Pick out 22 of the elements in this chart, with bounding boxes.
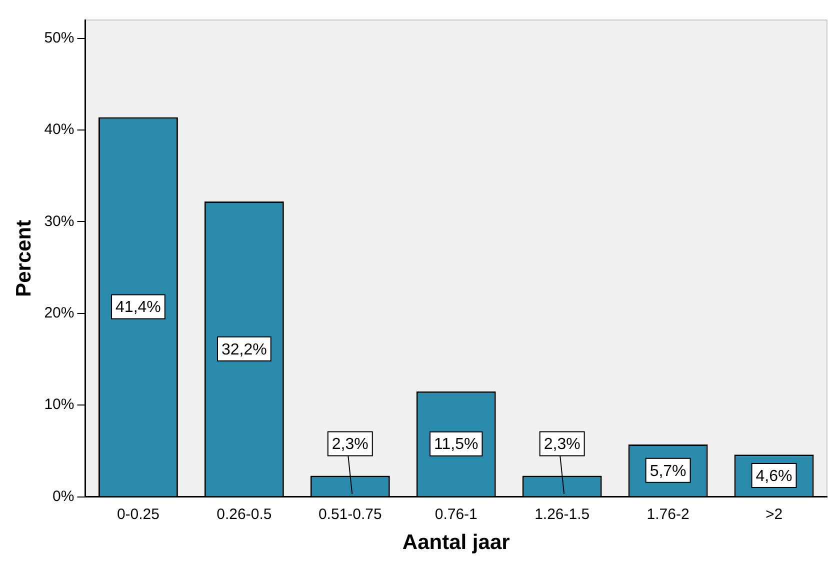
- y-tick-label: 50%: [44, 29, 74, 46]
- data-label: 32,2%: [221, 341, 267, 358]
- x-tick-label: 0.76-1: [434, 506, 478, 523]
- x-tick-label: 1.76-2: [646, 506, 690, 523]
- x-tick-label: 0.51-0.75: [318, 506, 382, 523]
- x-tick-label: 0.26-0.5: [216, 506, 272, 523]
- x-tick-label: >2: [765, 506, 783, 523]
- x-tick-label: 1.26-1.5: [534, 506, 590, 523]
- y-tick-label: 0%: [52, 488, 74, 505]
- data-label: 5,7%: [650, 462, 686, 480]
- data-label: 41,4%: [116, 299, 161, 316]
- data-label: 11,5%: [434, 436, 478, 454]
- y-tick-label: 10%: [44, 396, 74, 414]
- x-axis-title: Aantal jaar: [402, 531, 510, 554]
- x-tick-label: 0-0.25: [116, 506, 160, 523]
- data-label: 2,3%: [544, 436, 580, 454]
- y-tick-label: 20%: [44, 304, 74, 322]
- y-tick-label: 30%: [44, 212, 74, 230]
- data-label: 2,3%: [332, 436, 368, 454]
- y-axis-title: Percent: [12, 220, 36, 297]
- y-tick-label: 40%: [44, 121, 74, 138]
- data-label: 4,6%: [756, 468, 792, 485]
